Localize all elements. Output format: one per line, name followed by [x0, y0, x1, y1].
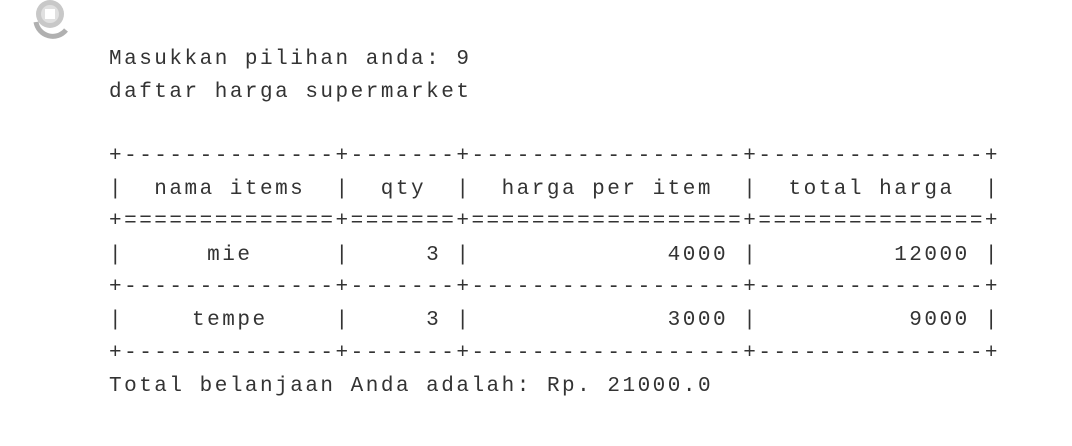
table-header: total harga — [788, 178, 955, 201]
table-cell: 12000 — [894, 244, 970, 267]
table-header: harga per item — [501, 178, 713, 201]
table-header: nama items — [154, 178, 306, 201]
icon-square — [45, 9, 55, 19]
output-line: daftar harga supermarket — [109, 81, 472, 104]
stop-icon[interactable] — [30, 0, 90, 46]
icon-arc — [33, 21, 68, 39]
table-row-frame: | | | | | — [109, 178, 1001, 201]
table-cell: 4000 — [667, 244, 729, 267]
table-cell: 3000 — [667, 309, 729, 332]
table-header-border: +==============+=======+================… — [109, 210, 1001, 233]
table-cell: 9000 — [909, 309, 970, 332]
table-border: +--------------+-------+----------------… — [109, 145, 1001, 168]
table-cell: 3 — [426, 309, 442, 332]
table-row-frame: | | | | | — [109, 244, 1001, 267]
table-border: +--------------+-------+----------------… — [109, 276, 1001, 299]
table-header: qty — [380, 178, 427, 201]
table-row-frame: | | | | | — [109, 309, 1001, 332]
table-cell: 3 — [426, 244, 442, 267]
output-line: Masukkan pilihan anda: 9 — [109, 48, 472, 71]
table-cell: mie — [207, 244, 253, 267]
table-cell: tempe — [192, 309, 268, 332]
output-footer: Total belanjaan Anda adalah: Rp. 21000.0 — [109, 375, 714, 398]
table-border: +--------------+-------+----------------… — [109, 342, 1001, 365]
